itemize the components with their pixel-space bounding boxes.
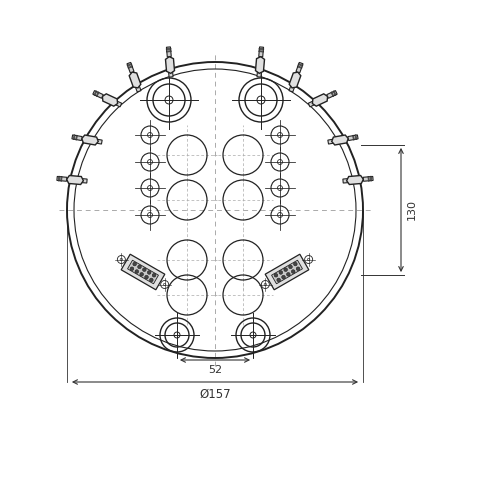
Polygon shape [289, 72, 301, 88]
Polygon shape [333, 91, 336, 96]
Polygon shape [259, 48, 264, 49]
Polygon shape [128, 66, 133, 69]
Polygon shape [57, 177, 67, 181]
Polygon shape [296, 62, 303, 73]
Polygon shape [166, 57, 175, 73]
Polygon shape [355, 135, 357, 140]
Polygon shape [371, 176, 372, 181]
Circle shape [143, 268, 146, 272]
Circle shape [152, 274, 156, 277]
Polygon shape [327, 91, 337, 98]
Polygon shape [332, 135, 348, 145]
Circle shape [140, 273, 144, 276]
Polygon shape [328, 138, 339, 144]
Polygon shape [102, 94, 118, 106]
Polygon shape [331, 92, 334, 96]
Polygon shape [265, 254, 309, 290]
Polygon shape [348, 135, 358, 141]
Polygon shape [312, 94, 328, 106]
Polygon shape [297, 66, 302, 69]
Circle shape [147, 271, 151, 274]
Text: Ø157: Ø157 [199, 388, 231, 401]
Circle shape [288, 265, 292, 269]
Circle shape [130, 267, 134, 271]
Polygon shape [298, 64, 303, 66]
Polygon shape [289, 81, 297, 92]
Circle shape [277, 278, 280, 282]
Polygon shape [257, 66, 262, 77]
Circle shape [291, 270, 295, 273]
Polygon shape [353, 135, 354, 140]
Polygon shape [168, 66, 173, 77]
Polygon shape [129, 72, 141, 88]
Circle shape [287, 273, 290, 276]
Circle shape [294, 262, 297, 266]
Polygon shape [363, 177, 373, 181]
Polygon shape [128, 260, 158, 284]
Text: 52: 52 [208, 365, 222, 375]
Circle shape [296, 267, 300, 271]
Polygon shape [60, 176, 62, 181]
Circle shape [284, 268, 288, 272]
Polygon shape [76, 178, 87, 183]
Polygon shape [76, 135, 77, 140]
Polygon shape [110, 99, 122, 107]
Circle shape [133, 262, 136, 266]
Circle shape [279, 271, 283, 274]
Polygon shape [259, 47, 264, 57]
Polygon shape [127, 64, 132, 66]
Polygon shape [343, 178, 354, 183]
Polygon shape [94, 91, 97, 96]
Polygon shape [347, 176, 363, 184]
Polygon shape [96, 92, 99, 96]
Circle shape [138, 265, 141, 269]
Polygon shape [255, 57, 264, 73]
Polygon shape [67, 176, 84, 184]
Polygon shape [93, 91, 103, 98]
Polygon shape [166, 48, 171, 49]
Text: 130: 130 [407, 200, 417, 220]
Circle shape [144, 276, 148, 279]
Polygon shape [73, 135, 75, 140]
Polygon shape [167, 47, 171, 57]
Circle shape [274, 274, 278, 277]
Polygon shape [121, 254, 165, 290]
Polygon shape [82, 135, 98, 145]
Polygon shape [308, 99, 320, 107]
Polygon shape [58, 176, 60, 181]
Circle shape [150, 278, 153, 282]
Circle shape [282, 276, 285, 279]
Polygon shape [259, 51, 264, 52]
Polygon shape [72, 135, 82, 141]
Polygon shape [167, 51, 171, 52]
Polygon shape [91, 138, 102, 144]
Polygon shape [368, 176, 369, 181]
Polygon shape [272, 260, 302, 284]
Circle shape [135, 270, 139, 273]
Polygon shape [127, 62, 134, 73]
Polygon shape [133, 81, 141, 92]
